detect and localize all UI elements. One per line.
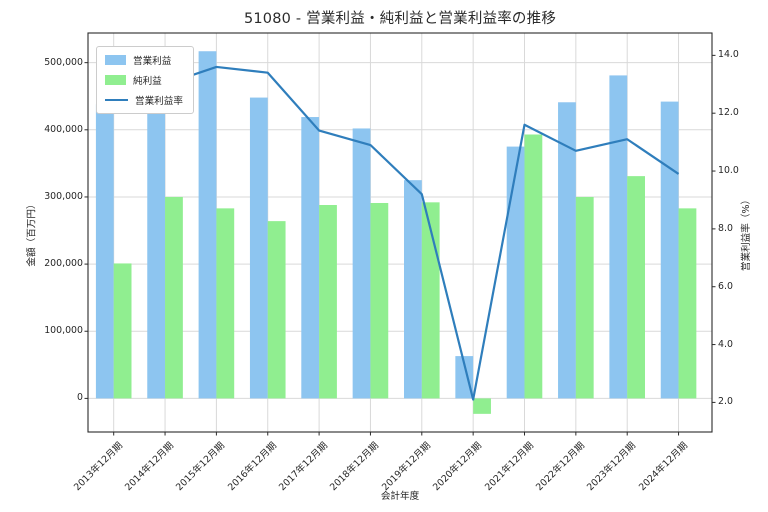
legend-label: 営業利益 xyxy=(133,56,172,67)
net-profit-bar xyxy=(575,196,594,399)
operating-profit-bar xyxy=(301,117,320,399)
legend-color-swatch xyxy=(105,55,126,65)
y-right-tick-label: 14.0 xyxy=(718,49,739,61)
legend-color-swatch xyxy=(105,75,126,85)
operating-profit-bar xyxy=(558,102,576,399)
net-profit-bar xyxy=(113,263,132,399)
operating-profit-bar xyxy=(660,101,679,399)
net-profit-bar xyxy=(165,196,183,399)
y-right-tick-label: 4.0 xyxy=(718,338,733,350)
y-left-tick-label: 200,000 xyxy=(44,258,83,270)
operating-profit-bar xyxy=(198,51,217,399)
net-profit-bar xyxy=(678,208,697,399)
plot-border xyxy=(87,32,713,433)
legend-item: 営業利益 xyxy=(105,53,183,67)
y-axis-label-left: 金額（百万円） xyxy=(26,199,38,267)
legend-item: 純利益 xyxy=(105,73,183,87)
y-left-tick-label: 300,000 xyxy=(44,190,83,202)
y-left-tick-label: 0 xyxy=(77,392,83,404)
net-profit-bar xyxy=(627,176,645,399)
legend-line-swatch xyxy=(105,95,128,105)
y-right-tick-label: 2.0 xyxy=(718,396,733,408)
chart-title: 51080 - 営業利益・純利益と営業利益率の推移 xyxy=(243,11,557,27)
y-right-tick-label: 8.0 xyxy=(718,222,733,234)
operating-profit-bar xyxy=(352,128,371,399)
operating-profit-bar xyxy=(506,146,525,399)
y-left-tick-label: 500,000 xyxy=(44,56,83,68)
operating-margin-line xyxy=(113,65,680,401)
net-profit-bar xyxy=(267,221,286,399)
legend-label: 営業利益率 xyxy=(135,96,183,107)
net-profit-bar xyxy=(473,398,491,414)
x-axis-label: 会計年度 xyxy=(380,491,420,502)
operating-profit-bar xyxy=(455,356,474,399)
net-profit-bar xyxy=(319,205,337,399)
legend-label: 純利益 xyxy=(133,76,162,87)
operating-profit-bar xyxy=(609,75,628,399)
net-profit-bar xyxy=(524,134,543,399)
operating-profit-bar xyxy=(249,97,268,399)
operating-profit-bar xyxy=(147,77,166,399)
y-right-tick-label: 10.0 xyxy=(718,165,739,177)
y-axis-label-right: 営業利益率（%） xyxy=(741,194,753,272)
y-left-tick-label: 400,000 xyxy=(44,123,83,135)
net-profit-bar xyxy=(216,208,235,399)
operating-profit-bar xyxy=(404,180,422,399)
y-right-tick-label: 12.0 xyxy=(718,107,739,119)
y-right-tick-label: 6.0 xyxy=(718,280,733,292)
net-profit-bar xyxy=(370,202,389,399)
y-left-tick-label: 100,000 xyxy=(44,325,83,337)
operating-profit-bar xyxy=(95,104,114,399)
legend-item: 営業利益率 xyxy=(105,93,183,107)
legend: 営業利益純利益営業利益率 xyxy=(96,46,194,114)
